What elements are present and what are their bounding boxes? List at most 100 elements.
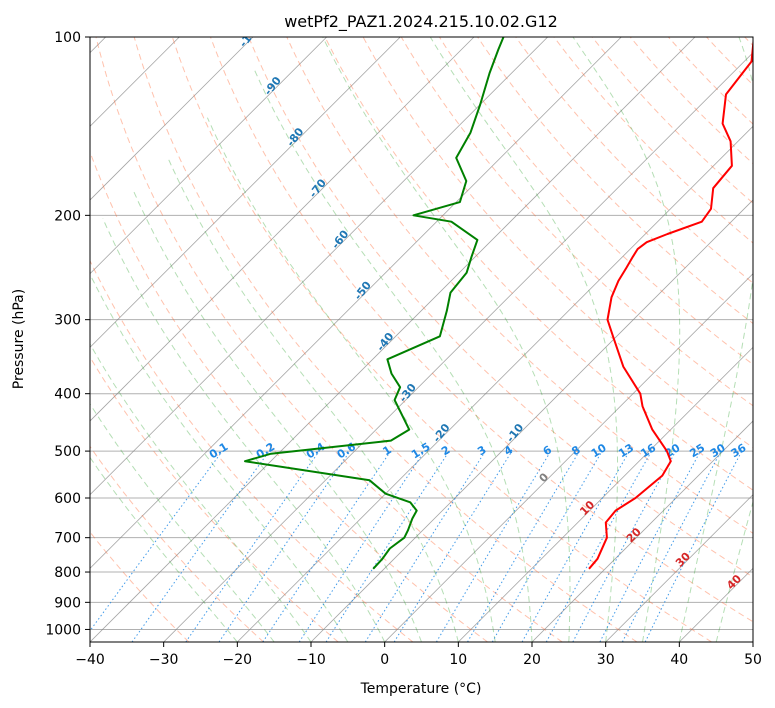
mixing-ratio-label: 16 (638, 441, 658, 460)
mixing-ratio-line (364, 450, 486, 642)
mixing-ratio-label: 36 (729, 441, 749, 460)
y-tick-label: 400 (54, 387, 81, 403)
dry-adiabat-label: -50 (352, 279, 375, 303)
mixing-ratio-line (325, 450, 450, 642)
moist-adiabat-line (167, 157, 459, 642)
dry-adiabat-line (171, 37, 712, 642)
isotherm-line (605, 494, 753, 642)
y-tick-label: 1000 (45, 622, 81, 638)
x-tick-label: 20 (523, 652, 541, 668)
axes: −40 −30 −20 −10 0 10 20 30 40 50 100 200 300 400 500 60… (45, 30, 762, 668)
moist-adiabat-label: 10 (577, 498, 597, 518)
dry-adiabat-line (90, 259, 414, 642)
x-tick-label: 10 (449, 652, 467, 668)
isotherm-line (90, 37, 622, 569)
moist-adiabat-line (90, 403, 275, 642)
x-tick-label: 50 (744, 652, 762, 668)
isotherm-line (384, 273, 753, 642)
mixing-ratio-label: 13 (616, 441, 636, 460)
dry-adiabat-line (210, 37, 753, 623)
dry-adiabat-line (248, 37, 753, 578)
moist-adiabat-label: 30 (673, 549, 693, 569)
mixing-ratio-line (393, 450, 513, 642)
moist-adiabat-line (715, 500, 753, 642)
moist-adiabat-label: 40 (724, 572, 744, 592)
mixing-ratio-line (521, 450, 630, 642)
dry-adiabat-line (706, 37, 753, 86)
mixing-ratio-line (131, 450, 270, 642)
moist-adiabat-line (132, 190, 422, 642)
isotherm-line (90, 37, 548, 496)
dry-adiabat-label: -40 (374, 330, 397, 354)
dry-adiabat-line (744, 37, 753, 47)
dry-adiabat-line (477, 37, 753, 325)
temperature-profile-line (588, 37, 753, 570)
isotherm-line (237, 125, 753, 642)
mixing-ratio-label: 0.6 (335, 440, 359, 462)
dry-adiabat-label: -90 (262, 74, 285, 98)
moist-adiabat-label: 20 (624, 525, 644, 545)
x-tick-label: −30 (149, 652, 179, 668)
dewpoint-profile-line (244, 37, 505, 570)
mixing-ratio-label: 25 (687, 441, 707, 460)
mixing-ratio-line (262, 450, 392, 642)
dry-adiabat-line (324, 37, 753, 491)
x-tick-label: 30 (597, 652, 615, 668)
mixing-ratio-line (90, 450, 223, 632)
isotherm-line (531, 420, 753, 642)
mixing-ratio-line (218, 450, 351, 642)
mixing-ratio-label: 10 (589, 441, 609, 460)
x-tick-label: −10 (296, 652, 326, 668)
y-tick-label: 100 (54, 30, 81, 46)
mixing-ratio-lines (90, 450, 743, 642)
moist-adiabat-line (253, 69, 533, 642)
isotherm-line (752, 641, 753, 642)
y-tick-label: 900 (54, 595, 81, 611)
dry-adiabat-label: -10 (504, 421, 527, 445)
x-tick-label: 40 (670, 652, 688, 668)
dry-adiabat-line (90, 531, 190, 642)
dry-adiabat-line (133, 37, 638, 642)
isotherm-line (90, 37, 327, 275)
chart-title: wetPf2_PAZ1.2024.215.10.02.G12 (284, 12, 558, 32)
moist-adiabat-line (102, 218, 386, 642)
dry-adiabat-line (95, 37, 563, 642)
dry-adiabat-line (90, 150, 488, 642)
isotherm-line (90, 37, 475, 422)
dry-adiabat-line (90, 356, 339, 642)
dry-adiabat-line (90, 445, 264, 642)
moist-adiabat-line (90, 343, 312, 642)
mixing-ratio-label: 0.1 (207, 440, 230, 461)
mixing-ratio-line (545, 450, 653, 642)
x-tick-label: −40 (75, 652, 105, 668)
y-tick-label: 800 (54, 565, 81, 581)
x-tick-label: 0 (380, 652, 389, 668)
y-tick-label: 700 (54, 531, 81, 547)
mixing-ratio-label: 1.5 (409, 440, 432, 461)
isotherm-line (679, 567, 753, 642)
mixing-ratio-line (185, 450, 320, 642)
dry-adiabat-label: -20 (430, 421, 453, 445)
moist-adiabat-line (322, 37, 571, 642)
dry-adiabat-line (515, 37, 753, 284)
dry-adiabat-line (629, 37, 753, 165)
y-tick-label: 600 (54, 491, 81, 507)
isotherm-line (163, 52, 753, 642)
plot-area: -100-90-80-70-60-50-40-30-20 -100.1 0.2 0.4… (90, 37, 753, 642)
mixing-ratio-line (435, 450, 552, 642)
y-axis-label: Pressure (hPa) (11, 289, 27, 389)
isotherm-line (90, 37, 401, 348)
x-axis-label: Temperature (°C) (360, 681, 482, 697)
moist-adiabat-line (572, 37, 681, 642)
dry-adiabat-label: -60 (329, 227, 352, 251)
y-tick-label: 300 (54, 313, 81, 329)
dry-adiabat-line (591, 37, 753, 204)
moist-adiabat-line (90, 273, 349, 642)
mixing-ratio-line (467, 450, 580, 642)
isotherm-lines (90, 37, 753, 642)
y-tick-label: 200 (54, 208, 81, 224)
pressure-gridlines (90, 37, 753, 630)
dry-adiabat-line (400, 37, 753, 407)
isotherm-line (90, 37, 254, 201)
